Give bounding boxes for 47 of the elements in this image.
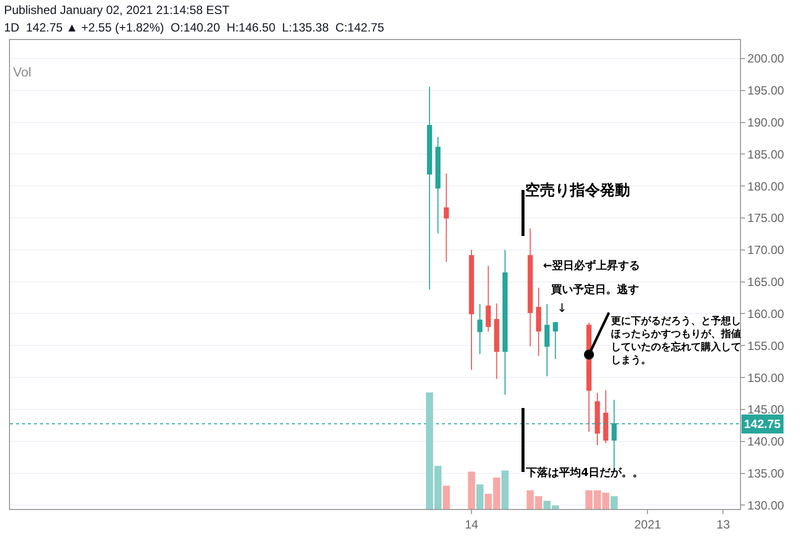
candlestick <box>603 390 608 444</box>
y-tick-label: 190.00 <box>747 116 784 130</box>
bar <box>442 486 450 509</box>
y-tick-label: 150.00 <box>747 370 784 385</box>
candlestick <box>444 172 449 263</box>
y-tick-label: 165.00 <box>747 275 784 290</box>
chart-title: 1D 142.75 ▲ +2.55 (+1.82%) O:140.20 H:146.50 L:135.38 C:142.75 <box>4 20 384 34</box>
candlestick <box>435 136 440 234</box>
annotation: 下落は平均4日だが。。 <box>525 466 644 479</box>
x-tick-label: 14 <box>464 517 478 532</box>
candlestick <box>544 304 550 377</box>
y-tick-label: 200.00 <box>747 52 784 66</box>
y-tick-label: 160.00 <box>747 306 784 321</box>
candlestick <box>426 86 432 290</box>
annotation: 買い予定日。逃す <box>550 283 639 296</box>
candlestick <box>552 322 558 360</box>
candlestick <box>536 287 542 356</box>
candlestick <box>594 392 600 446</box>
bar <box>476 484 484 509</box>
y-tick-label: 185.00 <box>747 147 784 162</box>
x-tick-label: 2021 <box>634 517 662 532</box>
candlestick <box>502 249 508 396</box>
annotation: ←翌日必ず上昇する <box>543 259 640 272</box>
y-tick-label: 180.00 <box>747 179 784 194</box>
candlestick <box>494 303 500 380</box>
chart-title: Vol <box>13 64 32 80</box>
text: Published January 02, 2021 21:14:58 EST <box>4 3 230 17</box>
y-tick-label: 195.00 <box>747 84 784 98</box>
y-tick-label: 130.00 <box>747 498 784 512</box>
y-tick-label: 145.00 <box>747 402 784 417</box>
bar <box>468 472 476 509</box>
x-tick-label: 13 <box>716 517 730 532</box>
bar <box>501 470 509 509</box>
y-tick-label: 155.00 <box>747 338 784 353</box>
y-tick-label: 140.00 <box>747 434 784 449</box>
y-tick-label: 170.00 <box>747 243 784 258</box>
candlestick <box>468 249 474 370</box>
bar <box>610 496 618 509</box>
candlestick <box>528 228 533 347</box>
annotation: 空売り指令発動 <box>525 181 630 199</box>
annotation: 更に下がるだろう、と予想しほったらかすつもりが、指値していたのを忘れて購入してしまう。 <box>611 315 741 366</box>
candlestick <box>486 265 491 332</box>
annotation: ↓ <box>557 301 568 315</box>
y-tick-label: 135.00 <box>747 466 784 480</box>
y-tick-label: 175.00 <box>747 211 784 226</box>
candlestick <box>477 304 482 354</box>
ref-line-label: 142.75 <box>744 417 782 431</box>
